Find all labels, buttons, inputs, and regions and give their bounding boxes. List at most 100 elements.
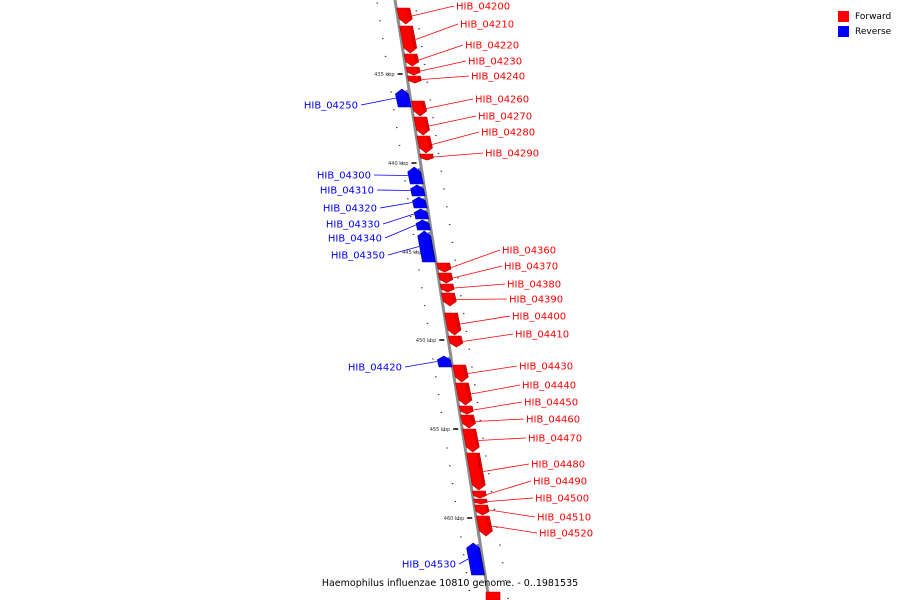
gene-shade-hib_04320 xyxy=(422,197,427,205)
gene-shade-hib_04420 xyxy=(447,356,451,364)
label-leader-hib_04510 xyxy=(489,509,536,518)
genome-caption: Haemophilus influenzae 10810 genome. - 0… xyxy=(321,578,579,589)
gene-shade-hib_04300 xyxy=(417,167,423,180)
gene-label-hib_04280[interactable]: HIB_04280 xyxy=(481,128,535,139)
gene-shade-hib_04310 xyxy=(420,185,425,193)
label-leader-hib_04390 xyxy=(456,298,508,300)
label-leader-hib_04520 xyxy=(491,525,538,534)
legend-label-forward: Forward xyxy=(855,11,892,22)
gene-label-hib_04510[interactable]: HIB_04510 xyxy=(537,513,591,524)
label-leader-hib_04220 xyxy=(418,44,464,61)
label-leader-hib_04210 xyxy=(415,23,459,40)
gene-label-hib_04390[interactable]: HIB_04390 xyxy=(509,295,563,306)
gene-shade-hib_04370 xyxy=(448,273,452,280)
label-leader-hib_04370 xyxy=(453,265,503,279)
gene-label-hib_04370[interactable]: HIB_04370 xyxy=(504,262,558,273)
gene-label-hib_04290[interactable]: HIB_04290 xyxy=(485,149,539,160)
genome-backbone xyxy=(393,0,491,600)
gene-label-hib_04470[interactable]: HIB_04470 xyxy=(528,434,582,445)
legend-item-forward: Forward xyxy=(838,9,891,24)
gene-shade-hib_04360 xyxy=(446,263,451,270)
scale-markers: 435 kbp 440 kbp 445 kbp 450 kbp 455 kbp 460 k… xyxy=(374,72,473,522)
gene-label-hib_04320[interactable]: HIB_04320 xyxy=(323,204,377,215)
label-leader-hib_04270 xyxy=(429,115,477,127)
gene-label-hib_04400[interactable]: HIB_04400 xyxy=(512,312,566,323)
gene-shade-hib_04480 xyxy=(476,453,485,486)
gene-label-hib_04360[interactable]: HIB_04360 xyxy=(502,246,556,257)
gene-label-hib_04410[interactable]: HIB_04410 xyxy=(515,330,569,341)
gene-shade-hib_04260 xyxy=(421,101,426,112)
label-leader-hib_04290 xyxy=(434,152,484,158)
gene-shade-hib_04520 xyxy=(486,516,492,532)
gene-label-hib_04260[interactable]: HIB_04260 xyxy=(475,95,529,106)
gene-shade-hib_04530 xyxy=(476,543,484,571)
gene-shade-hib_04380 xyxy=(450,284,454,290)
legend-swatch-forward xyxy=(838,11,849,22)
gene-label-hib_04300[interactable]: HIB_04300 xyxy=(317,171,371,182)
gene-label-hib_04200[interactable]: HIB_04200 xyxy=(456,2,510,13)
label-leader-hib_04490 xyxy=(486,480,532,495)
gene-label-hib_04240[interactable]: HIB_04240 xyxy=(471,72,525,83)
label-leader-hib_04340 xyxy=(384,224,416,239)
gene-shade-hib_04430 xyxy=(462,365,468,378)
gene-shade-hib_04470 xyxy=(472,429,479,448)
gene-label-hib_04230[interactable]: HIB_04230 xyxy=(468,57,522,68)
legend-item-reverse: Reverse xyxy=(838,24,891,39)
gene-label-hib_04420[interactable]: HIB_04420 xyxy=(348,363,402,374)
gene-shade-hib_04330 xyxy=(424,209,428,216)
gene-shade-hib_04490 xyxy=(482,491,486,496)
label-leader-hib_04430 xyxy=(467,365,518,374)
label-leader-hib_04240 xyxy=(421,75,470,80)
gene-label-hib_04530[interactable]: HIB_04530 xyxy=(402,560,456,571)
label-leader-hib_04360 xyxy=(451,249,501,268)
gene-features xyxy=(395,7,501,600)
gene-label-hib_04450[interactable]: HIB_04450 xyxy=(524,398,578,409)
gene-label-hib_04270[interactable]: HIB_04270 xyxy=(478,112,532,123)
label-leader-hib_04500 xyxy=(488,497,534,502)
gene-shade-hib_04410 xyxy=(458,336,462,344)
gene-arrow-hib_04480 xyxy=(466,452,486,491)
gene-label-hib_04500[interactable]: HIB_04500 xyxy=(535,494,589,505)
label-leader-hib_04250 xyxy=(360,97,396,106)
gene-shade-hib_04290 xyxy=(429,154,433,159)
label-leader-hib_04230 xyxy=(420,60,467,72)
gene-shade-hib_04230 xyxy=(416,67,420,73)
label-leader-hib_04480 xyxy=(483,463,530,472)
gene-label-hib_04460[interactable]: HIB_04460 xyxy=(526,415,580,426)
gene-label-hib_04430[interactable]: HIB_04430 xyxy=(519,362,573,373)
gene-label-hib_04210[interactable]: HIB_04210 xyxy=(460,20,514,31)
label-leader-hib_04280 xyxy=(431,131,480,145)
gene-shade-hib_04390 xyxy=(451,293,456,302)
scale-label: 435 kbp xyxy=(374,72,394,78)
gene-label-hib_04440[interactable]: HIB_04440 xyxy=(522,381,576,392)
scale-label: 445 kbp xyxy=(402,250,422,256)
gene-shade-hib_04450 xyxy=(469,406,473,412)
label-leader-hib_04460 xyxy=(475,418,525,422)
label-leader-hib_04450 xyxy=(473,401,523,411)
gene-label-hib_04350[interactable]: HIB_04350 xyxy=(331,251,385,262)
gene-label-hib_04480[interactable]: HIB_04480 xyxy=(531,460,585,471)
label-leader-hib_04380 xyxy=(454,283,506,289)
gene-shade-hib_04460 xyxy=(470,415,475,424)
label-leader-hib_04320 xyxy=(379,202,413,209)
legend-swatch-reverse xyxy=(838,26,849,37)
label-leader-hib_04310 xyxy=(376,189,411,191)
gene-labels: HIB_04200 HIB_04210 HIB_04220 HIB_04230 HIB_… xyxy=(304,2,593,571)
minor-ticks xyxy=(376,2,509,599)
gene-label-hib_04380[interactable]: HIB_04380 xyxy=(507,280,561,291)
gene-label-hib_04520[interactable]: HIB_04520 xyxy=(539,529,593,540)
label-leader-hib_04400 xyxy=(460,315,511,325)
gene-label-hib_04330[interactable]: HIB_04330 xyxy=(326,220,380,231)
label-leader-hib_04530 xyxy=(458,558,469,565)
label-leader-hib_04300 xyxy=(373,174,409,176)
label-leader-hib_04260 xyxy=(426,98,474,109)
gene-label-hib_04490[interactable]: HIB_04490 xyxy=(533,477,587,488)
label-leader-hib_04410 xyxy=(462,333,514,342)
gene-label-hib_04250[interactable]: HIB_04250 xyxy=(304,101,358,112)
gene-label-hib_04220[interactable]: HIB_04220 xyxy=(465,41,519,52)
gene-label-hib_04310[interactable]: HIB_04310 xyxy=(320,186,374,197)
gene-shade-hib_04510 xyxy=(484,505,489,512)
gene-shade-hib_04500 xyxy=(483,499,487,503)
scale-label: 440 kbp xyxy=(388,161,408,167)
gene-label-hib_04340[interactable]: HIB_04340 xyxy=(328,234,382,245)
